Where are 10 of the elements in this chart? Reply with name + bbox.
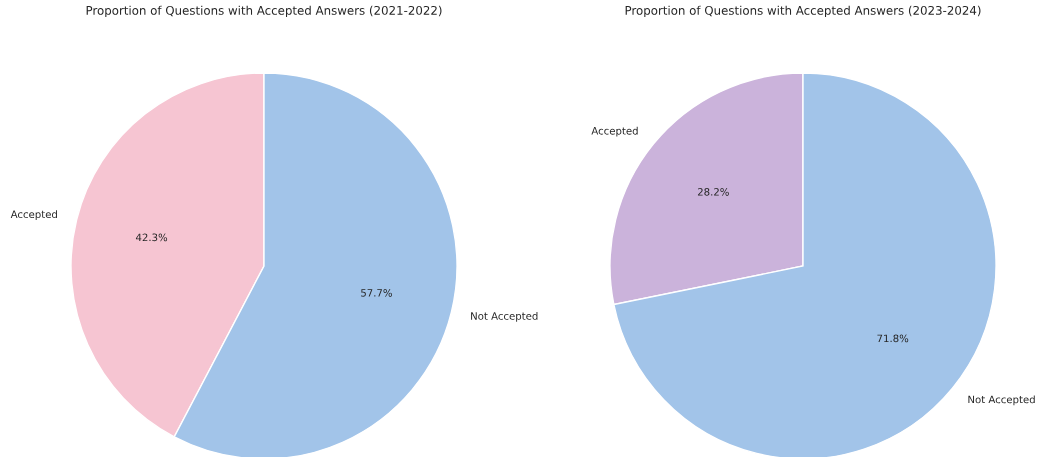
data-label: 57.7%: [361, 289, 392, 297]
slice-label: Not Accepted: [471, 311, 538, 322]
data-label: 42.3%: [135, 233, 168, 242]
slice-label: Accepted: [10, 210, 57, 221]
chart-title: Proportion of Questions with Accepted Answers (2023-2024): [625, 5, 981, 18]
data-label: 71.8%: [877, 334, 909, 343]
chart-title: Proportion of Questions with Accepted Answers (2021-2022): [86, 5, 442, 18]
slice-label: Not Accepted: [968, 395, 1035, 406]
slice-label: Accepted: [591, 126, 638, 137]
data-label: 28.2%: [697, 188, 729, 196]
